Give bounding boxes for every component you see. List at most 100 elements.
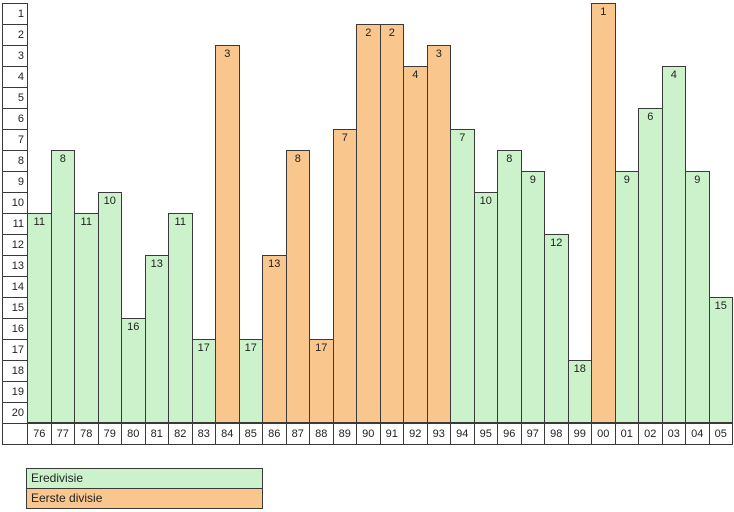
bar-95: 10 [473,192,498,423]
column-86: 13 [262,3,287,423]
bar-value-label: 8 [506,153,513,165]
column-89: 7 [332,3,357,423]
column-96: 8 [497,3,522,423]
column-87: 8 [285,3,310,423]
bar-value-label: 17 [197,342,210,354]
column-94: 7 [450,3,475,423]
bar-value-label: 4 [412,69,419,81]
x-tick-78: 78 [74,423,99,445]
x-tick-83: 83 [191,423,216,445]
y-tick-9: 9 [2,171,28,193]
column-02: 6 [638,3,663,423]
bar-85: 17 [238,339,263,423]
bar-93: 3 [426,45,451,423]
bar-96: 8 [497,150,522,423]
bar-91: 2 [379,24,404,423]
x-tick-76: 76 [27,423,52,445]
column-05: 15 [708,3,733,423]
column-78: 11 [74,3,99,423]
bar-value-label: 6 [647,111,654,123]
bar-92: 4 [403,66,428,423]
x-tick-88: 88 [309,423,334,445]
bar-84: 3 [215,45,240,423]
x-tick-85: 85 [238,423,263,445]
y-tick-8: 8 [2,150,28,172]
column-00: 1 [591,3,616,423]
x-tick-96: 96 [497,423,522,445]
column-01: 9 [614,3,639,423]
x-tick-98: 98 [544,423,569,445]
bar-79: 10 [97,192,122,423]
column-82: 11 [168,3,193,423]
bar-value-label: 17 [244,342,257,354]
bar-89: 7 [332,129,357,423]
bar-value-label: 13 [150,258,163,270]
x-tick-95: 95 [473,423,498,445]
x-axis: 76 77 78 79 80 81 82 83 84 85 86 87 88 89 90 91 92 93 94 95… [2,423,733,445]
x-tick-97: 97 [520,423,545,445]
bar-82: 11 [168,213,193,423]
legend: Eredivisie Eerste divisie [26,468,263,509]
column-97: 9 [520,3,545,423]
bar-value-label: 8 [294,153,301,165]
column-93: 3 [426,3,451,423]
bar-94: 7 [450,129,475,423]
x-tick-80: 80 [121,423,146,445]
bar-value-label: 17 [315,342,328,354]
legend-item-eredivisie: Eredivisie [26,468,263,489]
column-80: 16 [121,3,146,423]
column-77: 8 [50,3,75,423]
x-tick-04: 04 [685,423,710,445]
y-tick-14: 14 [2,276,28,298]
bar-99: 18 [567,360,592,423]
bar-value-label: 3 [435,48,442,60]
x-tick-81: 81 [144,423,169,445]
x-tick-94: 94 [450,423,475,445]
x-tick-00: 00 [591,423,616,445]
y-tick-1: 1 [2,3,28,25]
bar-value-label: 2 [388,27,395,39]
column-81: 13 [144,3,169,423]
column-76: 11 [27,3,52,423]
column-79: 10 [97,3,122,423]
legend-item-eerste-divisie: Eerste divisie [26,488,263,509]
y-axis: 1 2 3 4 5 6 7 8 9 10 11 12 13 14 15 16 17 18 19 20 [2,3,28,424]
bar-78: 11 [74,213,99,423]
column-83: 17 [191,3,216,423]
plot-area: 11 8 11 10 16 13 11 17 3 17 13 8 17 7 2 2 4 3 7 10 8 9 12 18 1 9 6… [27,3,733,423]
bar-01: 9 [614,171,639,423]
x-tick-87: 87 [285,423,310,445]
bar-value-label: 15 [714,300,727,312]
axis-corner-cell [2,423,28,445]
bar-80: 16 [121,318,146,423]
bar-value-label: 2 [365,27,372,39]
x-tick-79: 79 [97,423,122,445]
legend-label-eredivisie: Eredivisie [31,471,84,485]
bar-value-label: 18 [573,363,586,375]
bar-90: 2 [356,24,381,423]
bar-value-label: 1 [600,6,607,18]
bar-98: 12 [544,234,569,423]
column-85: 17 [238,3,263,423]
bar-00: 1 [591,3,616,423]
bar-value-label: 7 [341,132,348,144]
bar-03: 4 [661,66,686,423]
bar-value-label: 10 [103,195,116,207]
x-tick-03: 03 [661,423,686,445]
bar-value-label: 9 [694,174,701,186]
x-tick-92: 92 [403,423,428,445]
column-04: 9 [685,3,710,423]
x-axis-cells: 76 77 78 79 80 81 82 83 84 85 86 87 88 89 90 91 92 93 94 95… [27,423,733,445]
y-tick-2: 2 [2,24,28,46]
x-tick-99: 99 [567,423,592,445]
column-92: 4 [403,3,428,423]
bar-value-label: 11 [174,216,186,228]
bar-value-label: 13 [268,258,281,270]
x-tick-01: 01 [614,423,639,445]
bar-76: 11 [27,213,52,423]
bar-86: 13 [262,255,287,423]
bar-value-label: 4 [670,69,677,81]
bar-02: 6 [638,108,663,423]
bar-value-label: 16 [127,321,140,333]
